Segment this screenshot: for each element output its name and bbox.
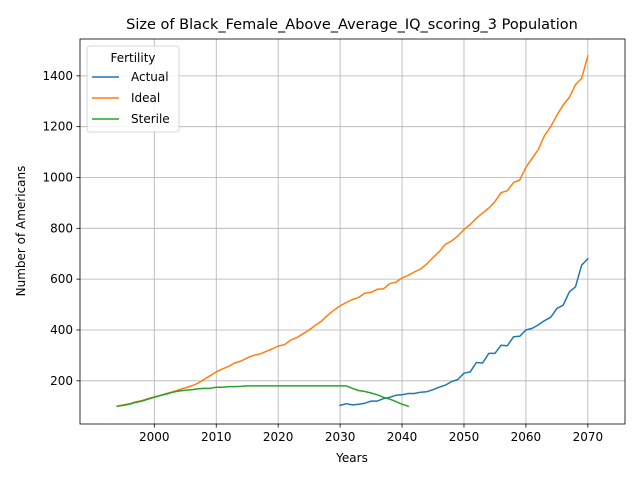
- x-tick-label: 2000: [139, 430, 170, 444]
- series-line-sterile: [116, 385, 410, 408]
- x-tick-label: 2060: [511, 430, 542, 444]
- y-axis-ticks: 200 400 600 800 1000 1200 1400: [42, 69, 80, 388]
- legend-label-actual: Actual: [131, 70, 169, 84]
- x-axis-label: Years: [335, 451, 368, 465]
- y-tick-label: 1400: [42, 69, 73, 83]
- legend-box: [86, 45, 180, 133]
- grid-lines: [80, 39, 625, 424]
- x-tick-label: 2070: [573, 430, 604, 444]
- x-tick-label: 2030: [325, 430, 356, 444]
- y-tick-label: 1200: [42, 120, 73, 134]
- chart-title: Size of Black_Female_Above_Average_IQ_sc…: [126, 17, 578, 33]
- x-tick-label: 2020: [263, 430, 294, 444]
- legend: Fertility Actual Ideal Sterile: [86, 45, 180, 133]
- x-axis-ticks: 2000 2010 2020 2030 2040 2050 2060 2070: [139, 424, 603, 444]
- legend-label-ideal: Ideal: [131, 91, 160, 105]
- y-tick-label: 200: [50, 374, 73, 388]
- y-axis-label: Number of Americans: [14, 166, 28, 297]
- x-tick-label: 2010: [201, 430, 232, 444]
- x-tick-label: 2040: [387, 430, 418, 444]
- y-tick-label: 800: [50, 221, 73, 235]
- plot-frame: [79, 38, 626, 425]
- x-tick-label: 2050: [449, 430, 480, 444]
- legend-title: Fertility: [110, 51, 155, 65]
- y-tick-label: 400: [50, 323, 73, 337]
- y-tick-label: 600: [50, 272, 73, 286]
- legend-label-sterile: Sterile: [131, 112, 170, 126]
- legend-entries: Actual Ideal Sterile: [92, 70, 170, 126]
- y-tick-label: 1000: [42, 170, 73, 184]
- series-line-actual: [339, 257, 589, 407]
- series-layer: [116, 55, 589, 408]
- series-line-ideal: [116, 55, 589, 408]
